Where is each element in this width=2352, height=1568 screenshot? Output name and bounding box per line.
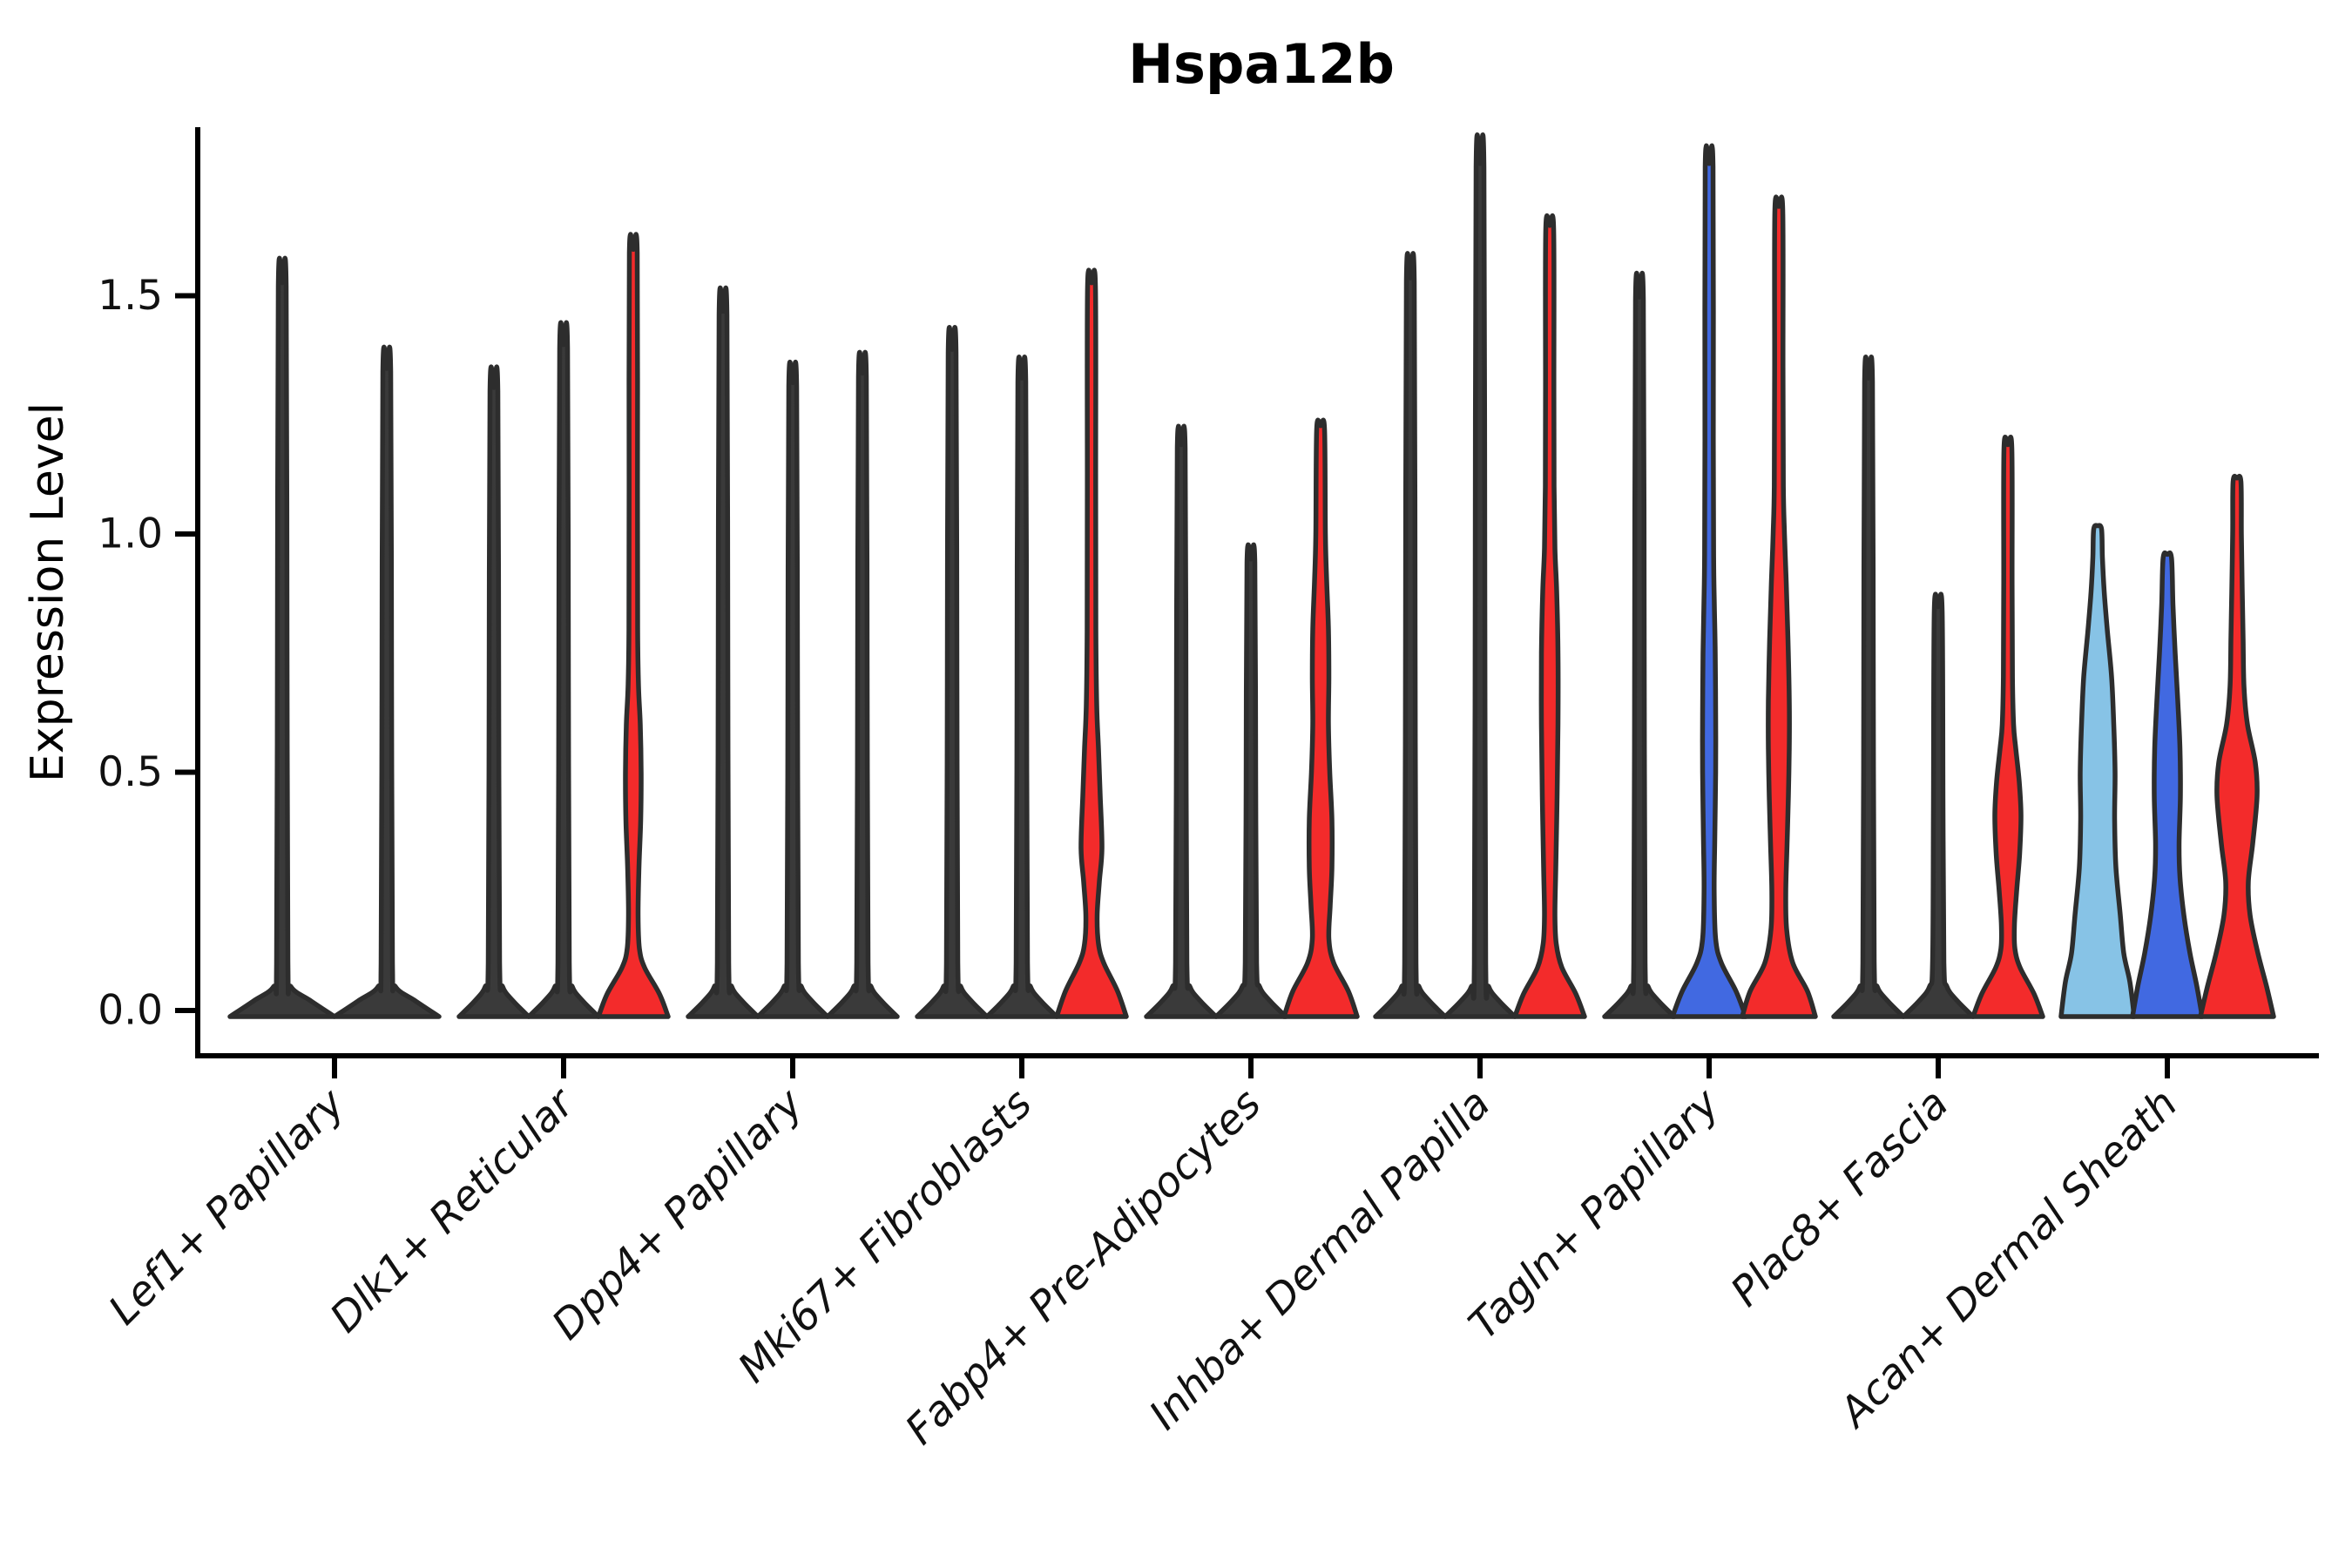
violin-3-2-black — [755, 359, 830, 1019]
y-tick-label: 0.0 — [98, 987, 163, 1035]
violin-1-2-black — [332, 344, 442, 1019]
violin-6-1-black — [1373, 251, 1448, 1019]
violin-8-1-black — [1831, 355, 1906, 1019]
violin-9-3-red — [2198, 474, 2276, 1019]
violin-3-3-black — [825, 349, 900, 1019]
chart-title: Hspa12b — [1128, 32, 1395, 96]
violin-3-1-black — [686, 285, 760, 1019]
violin-1-1-black — [227, 255, 337, 1019]
violins — [227, 132, 2276, 1019]
y-tick-label: 1.5 — [98, 272, 163, 320]
y-tick-label: 1.0 — [98, 510, 163, 558]
y-tick-label: 0.5 — [98, 748, 163, 796]
violin-7-2-blue — [1670, 143, 1748, 1019]
violin-4-2-black — [984, 355, 1059, 1019]
y-axis-label: Expression Level — [22, 402, 74, 782]
violin-7-3-red — [1740, 194, 1818, 1019]
violin-9-2-blue — [2130, 550, 2205, 1019]
x-tick-label: Lef1+ Papillary — [99, 1079, 355, 1335]
violin-8-2-black — [1901, 591, 1976, 1019]
violin-2-3-red — [596, 232, 671, 1019]
violin-6-2-black — [1443, 132, 1517, 1019]
violin-4-1-black — [915, 325, 990, 1019]
violin-6-3-red — [1512, 213, 1587, 1019]
violin-5-3-red — [1281, 417, 1360, 1019]
violin-9-1-lightblue — [2058, 523, 2137, 1019]
x-tick-label: Plac8+ Fascia — [1721, 1080, 1957, 1316]
violin-4-3-red — [1054, 267, 1129, 1019]
x-tick-label: Dlk1+ Reticular — [321, 1078, 585, 1342]
violin-5-2-black — [1213, 542, 1288, 1019]
y-axis-ticks: 0.0 0.5 1.0 1.5 — [98, 272, 198, 1035]
violin-7-1-black — [1602, 270, 1677, 1019]
violin-2-2-black — [526, 320, 601, 1019]
violin-5-1-black — [1144, 423, 1219, 1019]
violin-8-3-red — [1970, 434, 2045, 1019]
x-tick-label: Dpp4+ Papillary — [543, 1079, 813, 1349]
axes — [195, 127, 2319, 1058]
violin-2-1-black — [456, 364, 531, 1019]
x-tick-label: Tagln+ Papillary — [1460, 1079, 1730, 1349]
